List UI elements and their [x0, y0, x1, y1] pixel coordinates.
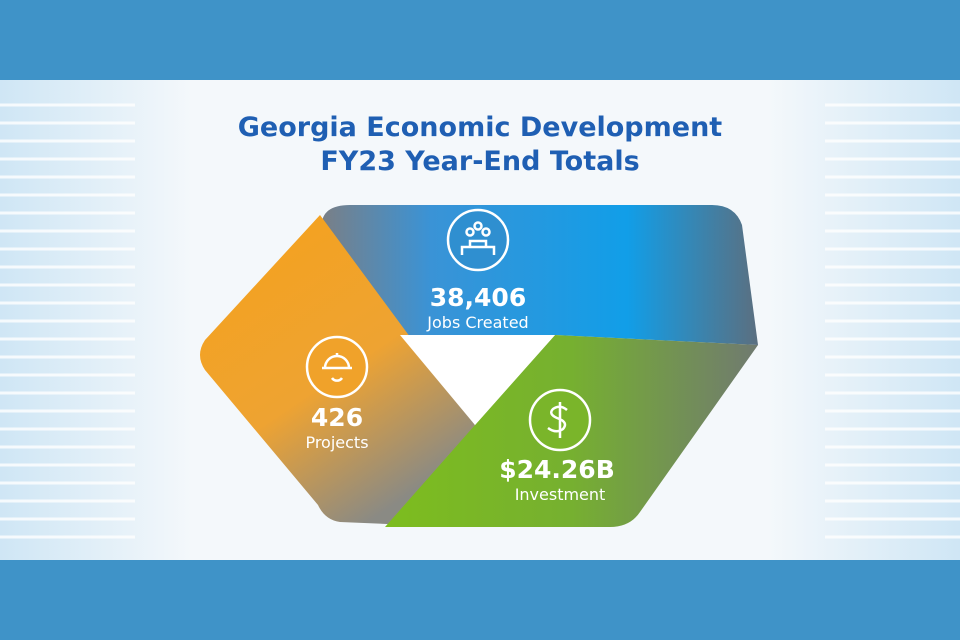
investment-label: Investment — [515, 485, 606, 504]
investment-icon — [528, 388, 592, 452]
projects-label: Projects — [305, 433, 368, 452]
blue-ribbon — [321, 205, 758, 345]
investment-value: $24.26B — [499, 455, 615, 484]
stripes — [0, 103, 960, 539]
jobs-label: Jobs Created — [426, 313, 528, 332]
center-gap — [400, 335, 555, 425]
jobs-icon — [446, 208, 510, 272]
projects-icon — [305, 335, 369, 399]
jobs-value: 38,406 — [430, 283, 526, 312]
title-line-1: Georgia Economic Development — [238, 112, 723, 143]
title-line-2: FY23 Year-End Totals — [320, 146, 639, 177]
projects-value: 426 — [311, 403, 363, 432]
